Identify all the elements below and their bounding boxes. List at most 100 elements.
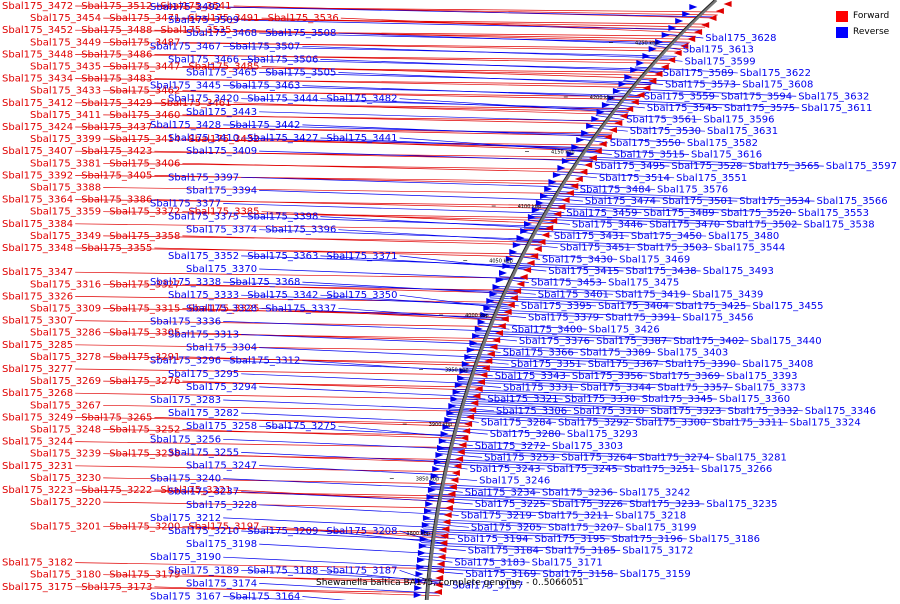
reverse-connector [223,85,643,96]
reverse-gene-label: Sbal175_3503 [637,243,708,254]
reverse-gene-label: Sbal175_3219 [461,511,532,522]
reverse-gene-label: Sbal175_3275 [265,421,336,432]
reverse-gene-label: Sbal175_3264 [561,452,632,463]
forward-gene-feature [439,540,448,546]
reverse-connector [241,530,446,542]
forward-gene-feature [513,288,522,294]
reverse-gene-label: Sbal175_3293 [567,429,638,440]
reverse-connector [492,289,536,295]
reverse-gene-label: Sbal175_3266 [701,464,772,475]
reverse-gene-label: Sbal175_3506 [247,54,318,65]
reverse-connector [489,297,674,307]
forward-gene-feature [557,204,566,210]
reverse-connector [572,148,690,155]
reverse-connector [421,542,621,551]
reverse-gene-label: Sbal175_3589 [663,68,734,79]
reverse-gene-label: Sbal175_3337 [265,303,336,314]
reverse-gene-feature [474,326,483,332]
reverse-connector [338,229,544,243]
forward-gene-label: Sbal175_3222 [81,485,152,496]
reverse-connector [241,176,576,188]
reverse-connector [448,412,711,423]
reverse-gene-label: Sbal175_3468 [186,28,257,39]
forward-gene-label: Sbal175_3407 [2,146,73,157]
reverse-gene-label: Sbal175_3438 [626,266,697,277]
forward-gene-label: Sbal175_3347 [2,267,73,278]
forward-gene-feature [497,323,506,329]
reverse-connector [549,183,656,190]
reverse-gene-label: Sbal175_3403 [657,348,728,359]
forward-gene-label: Sbal175_3201 [30,521,101,532]
forward-gene-feature [680,43,689,49]
reverse-connector [444,427,565,435]
reverse-gene-label: Sbal175_3393 [726,371,797,382]
reverse-gene-label: Sbal175_3174 [186,578,257,589]
reverse-connector [465,359,509,365]
forward-gene-feature [654,71,663,77]
reverse-connector [523,227,707,237]
forward-connector [261,525,447,539]
forward-gene-feature [533,246,542,252]
reverse-connector [428,495,628,505]
reverse-gene-feature [495,277,504,283]
reverse-connector [544,190,815,202]
forward-connector [182,235,543,246]
forward-gene-feature [519,274,528,280]
reverse-gene-label: Sbal175_3594 [721,91,792,102]
reverse-gene-label: Sbal175_3321 [487,394,558,405]
forward-gene-label: Sbal175_3437 [81,122,152,133]
reverse-gene-feature [477,319,486,325]
reverse-connector [241,216,553,227]
forward-gene-feature [468,407,477,413]
genome-backbone-edge [424,0,715,601]
reverse-gene-label: Sbal175_3184 [468,546,539,557]
reverse-connector [435,462,545,470]
forward-gene-label: Sbal175_3424 [2,122,73,133]
reverse-gene-label: Sbal175_3272 [475,441,546,452]
reverse-gene-label: Sbal175_3237 [168,487,239,498]
reverse-gene-label: Sbal175_3427 [247,133,318,144]
forward-gene-feature [462,428,471,434]
reverse-gene-label: Sbal175_3185 [545,546,616,557]
forward-gene-label: Sbal175_3265 [81,412,152,423]
reverse-connector [435,460,622,470]
reverse-connector [467,353,741,365]
reverse-gene-label: Sbal175_3446 [572,219,643,230]
reverse-connector [241,19,703,31]
reverse-gene-feature [466,347,475,353]
reverse-connector [223,517,448,529]
reverse-gene-label: Sbal175_3441 [326,133,397,144]
reverse-gene-label: Sbal175_3408 [742,359,813,370]
reverse-gene-label: Sbal175_3169 [465,569,536,580]
forward-gene-label: Sbal175_3535 [160,25,231,36]
reverse-gene-feature [561,158,570,164]
reverse-gene-label: Sbal175_3212 [150,513,221,524]
reverse-connector [223,124,612,136]
reverse-connector [241,412,471,424]
reverse-gene-label: Sbal175_3357 [657,383,728,394]
forward-gene-feature [440,533,449,539]
forward-connector [182,162,586,173]
reverse-gene-feature [544,186,553,192]
forward-gene-feature [456,449,465,455]
reverse-connector [424,518,624,528]
reverse-gene-feature [586,123,595,129]
reverse-gene-label: Sbal175_3474 [585,196,656,207]
forward-connector [182,574,441,585]
reverse-gene-label: Sbal175_3183 [454,557,525,568]
reverse-gene-label: Sbal175_3469 [619,254,690,265]
reverse-connector [482,313,527,318]
reverse-gene-label: Sbal175_3444 [247,94,318,105]
reverse-connector [499,276,607,283]
reverse-connector [555,173,597,179]
forward-connector [103,356,490,364]
reverse-gene-feature [527,214,536,220]
reverse-connector [259,386,479,398]
reverse-gene-label: Sbal175_3467 [150,41,221,52]
reverse-connector [564,159,670,167]
reverse-gene-feature [457,375,466,381]
forward-gene-feature [701,22,710,28]
forward-gene-label: Sbal175_3384 [2,219,73,230]
reverse-gene-feature [601,102,610,108]
forward-connector [75,54,673,61]
